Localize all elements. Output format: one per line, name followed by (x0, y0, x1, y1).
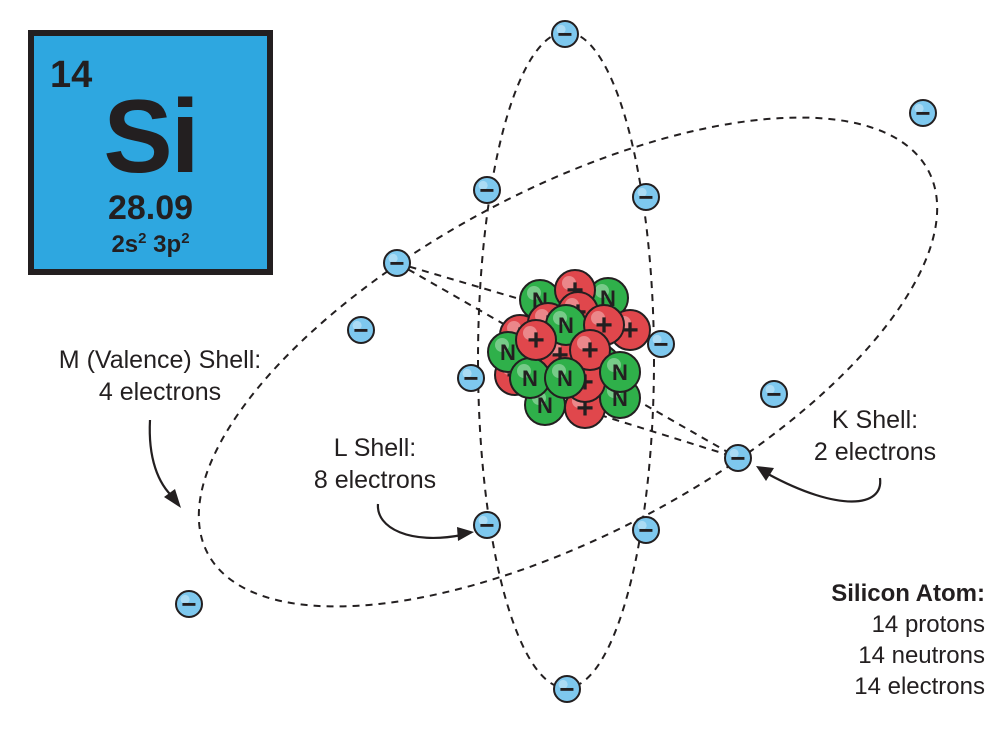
electron-7: − (647, 329, 675, 359)
m-shell-title: M (Valence) Shell: (58, 346, 262, 374)
electron-5: − (383, 248, 411, 278)
summary-protons: 14 protons (871, 611, 985, 638)
m-shell-label: M (Valence) Shell: 4 electrons (20, 344, 300, 408)
m-shell-arrowhead (164, 489, 181, 508)
electrons: − − − − − − − − − − − − − − (175, 19, 937, 704)
svg-text:−: − (181, 589, 196, 619)
electron-2: − (909, 98, 937, 128)
k-shell-label: K Shell: 2 electrons (790, 404, 960, 468)
k-shell-orbit-c (599, 414, 739, 459)
config-orbital-3p: 3p (153, 231, 182, 258)
svg-text:−: − (353, 315, 368, 345)
svg-text:−: − (559, 674, 574, 704)
svg-text:−: − (479, 510, 494, 540)
neutron-22: N (599, 351, 641, 393)
svg-text:−: − (766, 379, 781, 409)
electron-4: − (632, 182, 660, 212)
pointer-arrows (148, 419, 882, 541)
electron-6: − (347, 315, 375, 345)
svg-text:+: + (527, 324, 545, 357)
l-shell-arrowhead (457, 527, 474, 541)
electron-11: − (473, 510, 501, 540)
svg-text:−: − (638, 515, 653, 545)
proton-18: + (515, 319, 557, 361)
atom-summary: Silicon Atom: 14 protons 14 neutrons 14 … (770, 578, 985, 702)
k-shell-title: K Shell: (831, 406, 919, 434)
summary-title: Silicon Atom: (831, 580, 985, 607)
k-shell-arrow (767, 473, 882, 503)
svg-text:−: − (653, 329, 668, 359)
proton-20: + (569, 329, 611, 371)
svg-text:N: N (522, 366, 538, 391)
m-shell-count: 4 electrons (98, 378, 222, 406)
electron-12: − (632, 515, 660, 545)
svg-text:+: + (621, 314, 639, 347)
electron-configuration: 2s2 3p2 (34, 230, 267, 259)
svg-text:N: N (612, 360, 628, 385)
element-tile: 14 Si 28.09 2s2 3p2 (28, 30, 273, 275)
svg-text:−: − (479, 175, 494, 205)
electron-3: − (473, 175, 501, 205)
svg-text:N: N (557, 366, 573, 391)
atomic-number: 14 (50, 54, 93, 96)
m-shell-arrow (148, 419, 175, 499)
summary-neutrons: 14 neutrons (858, 642, 985, 669)
l-shell-arrow (376, 503, 463, 539)
element-symbol: Si (103, 79, 199, 195)
electron-13: − (175, 589, 203, 619)
l-shell-title: L Shell: (333, 434, 417, 462)
nucleus: NN++++N+NNN++N++N+++NN (487, 269, 651, 429)
electron-14: − (553, 674, 581, 704)
svg-text:N: N (537, 393, 553, 418)
svg-text:−: − (557, 19, 572, 49)
svg-text:−: − (638, 182, 653, 212)
svg-text:−: − (463, 363, 478, 393)
l-shell-count: 8 electrons (313, 466, 437, 494)
neutron-21: N (544, 357, 586, 399)
k-shell-count: 2 electrons (813, 438, 937, 466)
config-orbital-2s: 2s (111, 231, 139, 258)
electron-9: − (760, 379, 788, 409)
k-shell-orbit-b (396, 262, 541, 306)
svg-text:−: − (915, 98, 930, 128)
svg-text:N: N (500, 340, 516, 365)
svg-text:N: N (558, 313, 574, 338)
svg-text:+: + (581, 334, 599, 367)
config-orbital-3p-count: 2 (181, 230, 190, 247)
atomic-mass: 28.09 (107, 189, 194, 227)
svg-text:−: − (730, 443, 745, 473)
l-shell-label: L Shell: 8 electrons (290, 432, 460, 496)
svg-text:−: − (389, 248, 404, 278)
electron-1: − (551, 19, 579, 49)
config-orbital-2s-count: 2 (138, 230, 147, 247)
electron-10: − (724, 443, 752, 473)
k-shell-arrowhead (756, 466, 774, 481)
summary-electrons: 14 electrons (854, 673, 985, 700)
electron-8: − (457, 363, 485, 393)
